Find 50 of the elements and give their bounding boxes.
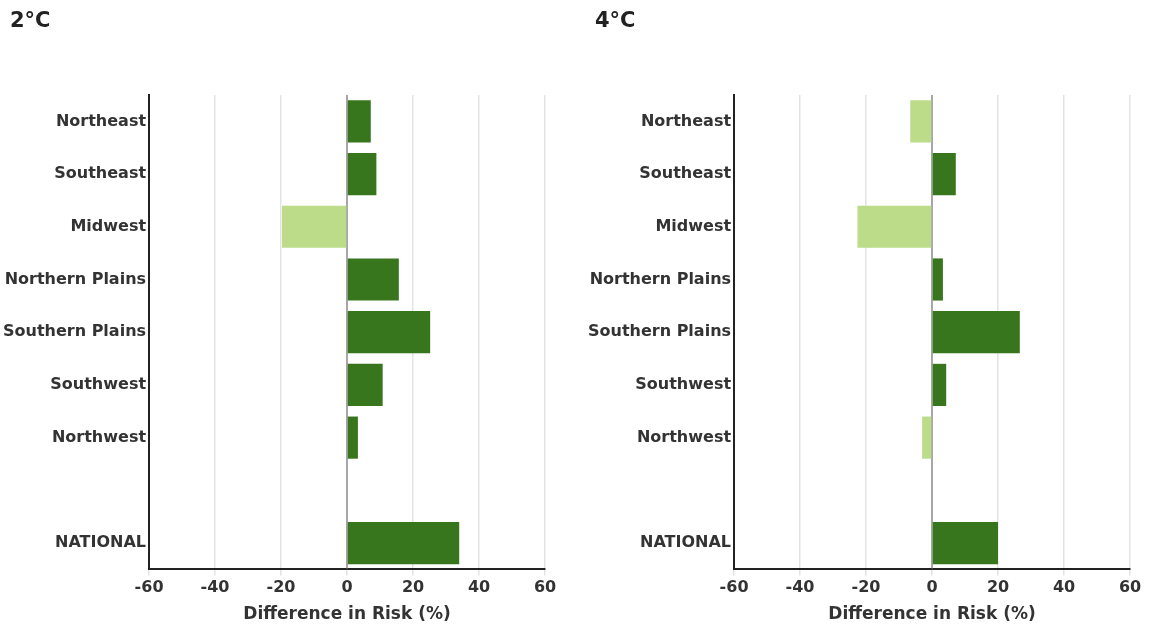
x-tick-label: 60	[1118, 577, 1142, 597]
y-tick-label: Northeast	[640, 110, 732, 130]
bar	[932, 521, 999, 565]
bar	[347, 258, 399, 301]
bar	[347, 152, 377, 196]
y-tick-label: Southwest	[50, 374, 147, 394]
bar	[932, 311, 1020, 354]
bar	[347, 311, 431, 354]
y-tick-label: Northwest	[636, 426, 732, 446]
x-tick-label: 0	[341, 577, 353, 597]
bar	[347, 416, 358, 459]
bar	[922, 416, 932, 459]
bar	[910, 100, 932, 143]
bar	[347, 100, 371, 143]
x-tick-label: -20	[266, 577, 296, 597]
y-tick-label: Midwest	[655, 215, 732, 235]
y-tick-label: Southeast	[54, 163, 147, 183]
x-tick-label: -20	[851, 577, 881, 597]
x-tick-label: 60	[533, 577, 557, 597]
y-tick-label: Southern Plains	[2, 321, 147, 341]
x-tick-label: 40	[1052, 577, 1076, 597]
y-tick-label: Southwest	[635, 374, 732, 394]
bar	[857, 205, 932, 248]
x-tick-label: 20	[986, 577, 1010, 597]
bar	[282, 205, 347, 248]
y-tick-label: Southern Plains	[587, 321, 732, 341]
x-tick-label: -60	[134, 577, 164, 597]
chart-title: 4°C	[595, 8, 636, 32]
x-axis-title: Difference in Risk (%)	[243, 603, 451, 624]
y-tick-label: Midwest	[70, 215, 147, 235]
bar	[932, 363, 947, 406]
bar	[347, 521, 460, 565]
chart-title: 2°C	[10, 8, 51, 32]
x-axis-title: Difference in Risk (%)	[828, 603, 1036, 624]
y-tick-label: Northwest	[51, 426, 147, 446]
x-tick-label: 0	[926, 577, 938, 597]
x-tick-label: -60	[719, 577, 749, 597]
bar	[347, 363, 383, 406]
y-tick-label: Northern Plains	[589, 268, 732, 288]
y-tick-label: NATIONAL	[640, 532, 732, 552]
bar	[932, 258, 943, 301]
y-tick-label: Northern Plains	[4, 268, 147, 288]
y-tick-label: NATIONAL	[55, 532, 147, 552]
x-tick-label: 40	[467, 577, 491, 597]
x-tick-label: 20	[401, 577, 425, 597]
x-tick-label: -40	[200, 577, 230, 597]
y-tick-label: Southeast	[639, 163, 732, 183]
bar	[932, 152, 956, 196]
y-tick-label: Northeast	[55, 110, 147, 130]
x-tick-label: -40	[785, 577, 815, 597]
